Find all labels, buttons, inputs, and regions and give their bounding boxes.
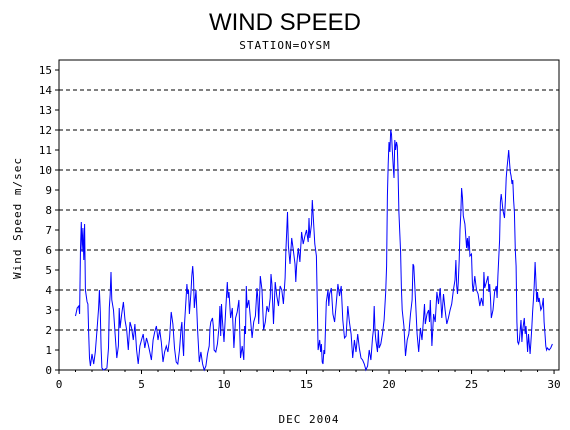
y-tick-label-3: 3 — [45, 304, 52, 317]
x-tick-label-20: 20 — [382, 378, 395, 391]
x-tick-label-0: 0 — [56, 378, 63, 391]
plot-frame — [58, 59, 560, 371]
y-tick-label-5: 5 — [45, 264, 52, 277]
x-axis-label: DEC 2004 — [279, 413, 340, 426]
chart-subtitle: STATION=OYSM — [239, 39, 330, 52]
y-tick-label-10: 10 — [39, 164, 52, 177]
x-tick-label-10: 10 — [217, 378, 230, 391]
wind-speed-series-line — [75, 129, 553, 372]
y-tick-label-11: 11 — [39, 144, 52, 157]
y-tick-label-15: 15 — [39, 64, 52, 77]
y-tick-label-8: 8 — [45, 204, 52, 217]
y-tick-label-13: 13 — [39, 104, 52, 117]
y-tick-label-1: 1 — [45, 344, 52, 357]
y-tick-label-9: 9 — [45, 184, 52, 197]
y-tick-label-4: 4 — [45, 284, 52, 297]
y-tick-label-7: 7 — [45, 224, 52, 237]
x-tick-label-25: 25 — [465, 378, 478, 391]
reference-lines — [59, 89, 559, 331]
y-tick-label-2: 2 — [45, 324, 52, 337]
x-tick-label-15: 15 — [300, 378, 313, 391]
x-tick-label-30: 30 — [547, 378, 560, 391]
y-tick-label-6: 6 — [45, 244, 52, 257]
x-axis: 0 5 10 15 20 25 30 — [56, 370, 561, 391]
y-tick-label-12: 12 — [39, 124, 52, 137]
y-tick-label-0: 0 — [45, 364, 52, 377]
x-tick-label-5: 5 — [138, 378, 145, 391]
y-axis-label: Wind Speed m/sec — [11, 157, 24, 279]
y-tick-label-14: 14 — [39, 84, 53, 97]
chart-title: WIND SPEED — [209, 9, 361, 36]
